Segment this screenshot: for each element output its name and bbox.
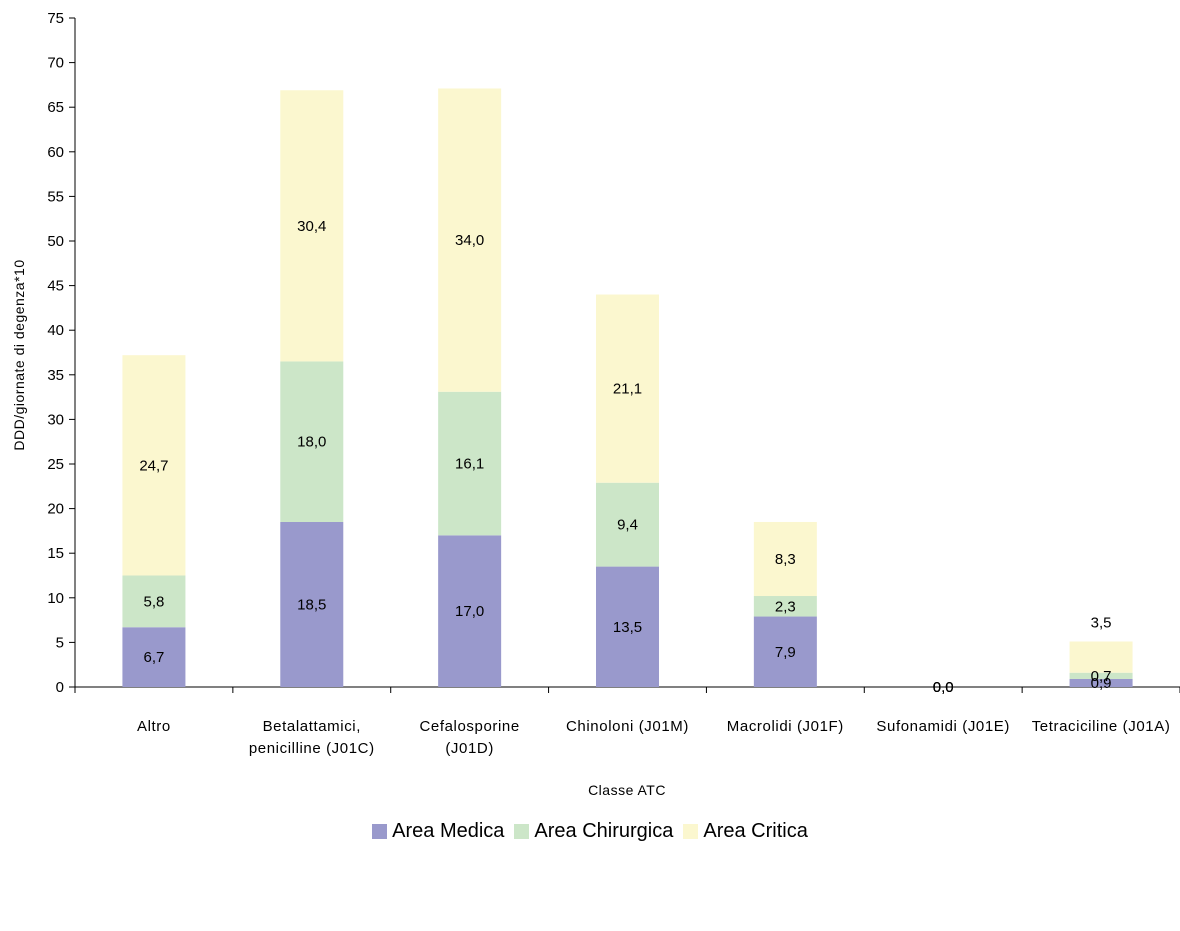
bar-segment: [596, 294, 659, 483]
bar-segment: [1069, 641, 1133, 673]
data-label: 17,0: [455, 603, 484, 620]
x-axis: Altro Betalattamici, penicilline (J01C) Cef…: [74, 686, 1180, 757]
legend-label: Area Chirurgica: [534, 820, 674, 842]
data-label: 0,0: [933, 679, 954, 696]
legend-item: Area Chirurgica: [514, 820, 673, 843]
bar-segment: [122, 355, 186, 576]
x-tick-label: Altro: [137, 718, 171, 735]
bar-segment: [753, 521, 817, 597]
y-tick-label: 20: [47, 501, 64, 518]
data-label: 0,0: [933, 679, 954, 696]
bar-segment: [1069, 678, 1133, 687]
data-label: 5,8: [143, 593, 164, 610]
legend-label: Area Critica: [703, 820, 808, 842]
y-axis: 0 5 10 15 20 25 30 35 40 45 50 55 60 65 70 75: [47, 10, 76, 696]
bar-segment: [280, 90, 344, 362]
y-tick-label: 55: [47, 188, 64, 205]
data-labels: 6,7 5,8 24,7 18,5 18,0 30,4 17,0 16,1 34,0 13,5 9,…: [139, 218, 1111, 696]
data-label: 21,1: [613, 381, 642, 398]
bar-segment: [438, 535, 502, 687]
legend: Area Medica Area Chirurgica Area Critica: [0, 820, 1180, 843]
legend-swatch: [514, 824, 530, 839]
y-tick-label: 5: [56, 634, 64, 651]
bars: [122, 88, 1133, 687]
bar-segment: [122, 627, 186, 687]
data-label: 34,0: [455, 232, 484, 249]
data-label: 16,1: [455, 456, 484, 473]
data-label: 18,0: [297, 434, 326, 451]
bar-segment: [438, 88, 502, 392]
y-tick-label: 35: [47, 367, 64, 384]
x-axis-title: Classe ATC: [588, 782, 666, 798]
data-label: 0,7: [1091, 668, 1112, 685]
data-label: 24,7: [139, 457, 168, 474]
y-tick-label: 25: [47, 456, 64, 473]
data-label: 7,9: [775, 644, 796, 661]
y-tick-label: 60: [47, 144, 64, 161]
x-tick-label: Chinoloni (J01M): [566, 718, 689, 735]
y-tick-label: 15: [47, 545, 64, 562]
data-label: 30,4: [297, 218, 326, 235]
x-tick-label: Betalattamici, penicilline (J01C): [249, 718, 375, 757]
y-tick-label: 75: [47, 10, 64, 27]
y-tick-label: 10: [47, 590, 64, 607]
data-label: 3,5: [1091, 615, 1112, 632]
y-tick-label: 30: [47, 411, 64, 428]
bar-segment: [753, 616, 817, 687]
bar-segment: [122, 575, 186, 628]
y-tick-label: 40: [47, 322, 64, 339]
y-tick-label: 50: [47, 233, 64, 250]
bar-segment: [280, 361, 344, 522]
x-tick-label: Macrolidi (J01F): [727, 718, 844, 735]
data-label: 9,4: [617, 517, 638, 534]
bar-segment: [753, 596, 817, 617]
data-label: 0,9: [1091, 675, 1112, 692]
data-label: 13,5: [613, 619, 642, 636]
legend-swatch: [683, 824, 699, 839]
x-tick-label: Sufonamidi (J01E): [876, 718, 1010, 735]
y-axis-title: DDD/giornate di degenza*10: [11, 259, 27, 450]
bar-segment: [1069, 672, 1133, 679]
bar-segment: [596, 482, 659, 567]
y-tick-label: 70: [47, 55, 64, 72]
legend-label: Area Medica: [392, 820, 505, 842]
bar-segment: [596, 566, 659, 687]
data-label: 6,7: [143, 649, 164, 666]
data-label: 2,3: [775, 598, 796, 615]
y-tick-label: 0: [56, 679, 64, 696]
stacked-bar-chart: 0 5 10 15 20 25 30 35 40 45 50 55 60 65 70 75 Altro Beta…: [11, 10, 1180, 798]
data-label: 8,3: [775, 551, 796, 568]
bar-segment: [438, 391, 502, 536]
data-label: 18,5: [297, 596, 326, 613]
legend-item: Area Critica: [683, 820, 808, 843]
x-tick-label: Cefalosporine (J01D): [419, 718, 519, 757]
data-label: 0,0: [933, 679, 954, 696]
y-tick-label: 65: [47, 99, 64, 116]
bar-segment: [280, 521, 344, 687]
legend-item: Area Medica: [372, 820, 504, 843]
x-tick-label: Tetraciciline (J01A): [1032, 718, 1171, 735]
legend-swatch: [372, 824, 388, 839]
y-tick-label: 45: [47, 278, 64, 295]
